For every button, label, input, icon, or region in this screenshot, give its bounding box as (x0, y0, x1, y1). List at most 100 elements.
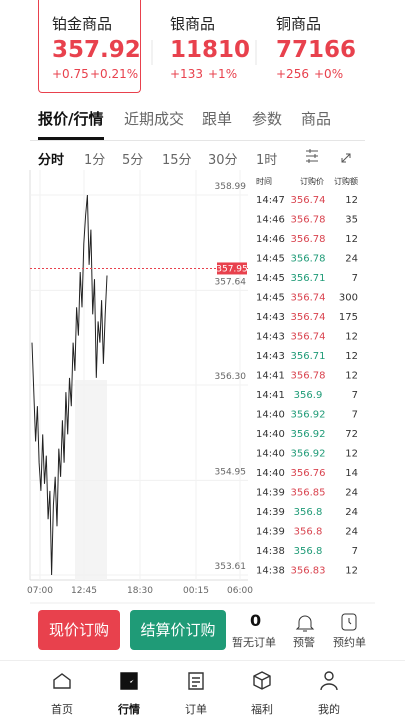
nav-icon (53, 673, 71, 689)
y-tick-label: 356.30 (215, 372, 247, 382)
y-tick-label: 354.95 (215, 467, 247, 477)
ticker-name[interactable]: 银商品 (170, 15, 216, 33)
nav-label[interactable]: 我的 (318, 703, 340, 716)
x-tick-label: 18:30 (127, 586, 153, 596)
ticker-price[interactable]: 357.92 (52, 37, 141, 63)
y-tick-label: 353.61 (215, 562, 247, 572)
trade-amount: 12 (345, 351, 358, 362)
trade-price: 356.9 (294, 390, 323, 401)
reserve-icon (341, 613, 357, 631)
ticker-price[interactable]: 77166 (276, 37, 357, 63)
trade-time: 14:43 (256, 332, 285, 343)
bell-icon (295, 615, 315, 632)
trade-amount: 12 (345, 195, 358, 206)
trade-price: 356.92 (291, 410, 326, 421)
trade-amount: 300 (339, 293, 358, 304)
trade-amount: 12 (345, 234, 358, 245)
tab-underline (38, 137, 104, 140)
trade-time: 14:45 (256, 254, 285, 265)
trade-amount: 175 (339, 312, 358, 323)
trade-time: 14:40 (256, 410, 285, 421)
trade-amount: 12 (345, 566, 358, 577)
ticker-name[interactable]: 铂金商品 (52, 15, 113, 33)
trade-amount: 12 (345, 449, 358, 460)
nav-label[interactable]: 福利 (251, 703, 273, 716)
trade-time: 14:47 (256, 195, 285, 206)
tab[interactable]: 近期成交 (124, 110, 185, 128)
trade-amount: 24 (345, 254, 358, 265)
trade-amount: 14 (345, 468, 358, 479)
trade-time: 14:40 (256, 468, 285, 479)
period[interactable]: 1时 (256, 153, 278, 168)
trade-price: 356.74 (291, 195, 326, 206)
period[interactable]: 分时 (38, 153, 65, 168)
trade-time: 14:40 (256, 429, 285, 440)
trade-amount: 24 (345, 527, 358, 538)
nav-icon (320, 671, 338, 691)
ticker-change: +133 (170, 67, 203, 81)
trade-price: 356.78 (291, 234, 326, 245)
reserve-label[interactable]: 预约单 (333, 636, 366, 649)
period[interactable]: 30分 (208, 153, 238, 168)
ticker-highlight[interactable] (38, 0, 141, 93)
table-header: 时间 (256, 176, 272, 186)
expand-icon (341, 153, 351, 163)
table-header: 订购额 (334, 176, 358, 186)
table-header: 订购价 (300, 176, 324, 186)
bottom-divider (0, 660, 405, 661)
trade-price: 356.83 (291, 566, 326, 577)
trade-time: 14:38 (256, 566, 285, 577)
trade-price: 356.74 (291, 332, 326, 343)
trade-time: 14:46 (256, 234, 285, 245)
tab[interactable]: 参数 (252, 110, 283, 128)
trade-amount: 12 (345, 371, 358, 382)
trade-amount: 7 (352, 273, 358, 284)
trade-amount: 35 (345, 215, 358, 226)
x-tick-label: 00:15 (183, 586, 209, 596)
trade-time: 14:38 (256, 546, 285, 557)
current-price-label: 357.95 (216, 264, 248, 274)
buy-now-button[interactable]: 现价订购 (38, 610, 120, 650)
tab[interactable]: 跟单 (202, 110, 233, 128)
trade-amount: 24 (345, 488, 358, 499)
period[interactable]: 5分 (122, 153, 144, 168)
nav-label[interactable]: 首页 (51, 703, 73, 716)
trade-amount: 12 (345, 332, 358, 343)
nav-label[interactable]: 订单 (185, 703, 207, 716)
settle-buy-button[interactable]: 结算价订购 (130, 610, 226, 650)
ticker-price[interactable]: 11810 (170, 37, 251, 63)
period[interactable]: 1分 (84, 153, 106, 168)
nav-label[interactable]: 行情 (118, 703, 140, 716)
trade-amount: 7 (352, 390, 358, 401)
ticker-name[interactable]: 铜商品 (276, 15, 322, 33)
trade-time: 14:43 (256, 312, 285, 323)
trade-amount: 7 (352, 410, 358, 421)
trade-time: 14:39 (256, 507, 285, 518)
order-count[interactable]: 0 (250, 611, 262, 630)
ticker-percent: +0% (314, 67, 344, 81)
trade-price: 356.8 (294, 527, 323, 538)
alert-label[interactable]: 预警 (293, 636, 315, 649)
trade-amount: 24 (345, 507, 358, 518)
y-tick-label: 358.99 (215, 182, 247, 192)
trade-time: 14:43 (256, 351, 285, 362)
trade-price: 356.92 (291, 429, 326, 440)
tab[interactable]: 商品 (301, 110, 332, 128)
tab[interactable]: 报价/行情 (38, 110, 104, 128)
current-price-tag (217, 262, 247, 275)
trade-price: 356.8 (294, 507, 323, 518)
price-line (31, 194, 108, 576)
trade-time: 14:39 (256, 488, 285, 499)
order-status[interactable]: 暂无订单 (232, 636, 276, 649)
trade-time: 14:41 (256, 390, 285, 401)
x-tick-label: 12:45 (71, 586, 97, 596)
period[interactable]: 15分 (162, 153, 192, 168)
trade-price: 356.78 (291, 254, 326, 265)
settings-icon (306, 149, 318, 163)
trade-price: 356.8 (294, 546, 323, 557)
trade-amount: 72 (345, 429, 358, 440)
ticker-percent: +1% (208, 67, 238, 81)
trade-price: 356.71 (291, 273, 326, 284)
